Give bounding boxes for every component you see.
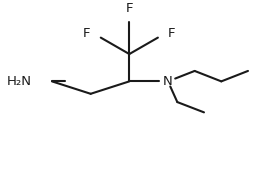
Text: N: N xyxy=(163,75,173,88)
Text: F: F xyxy=(126,2,133,15)
Text: F: F xyxy=(83,27,91,40)
Text: H₂N: H₂N xyxy=(7,75,32,88)
Text: F: F xyxy=(168,27,176,40)
